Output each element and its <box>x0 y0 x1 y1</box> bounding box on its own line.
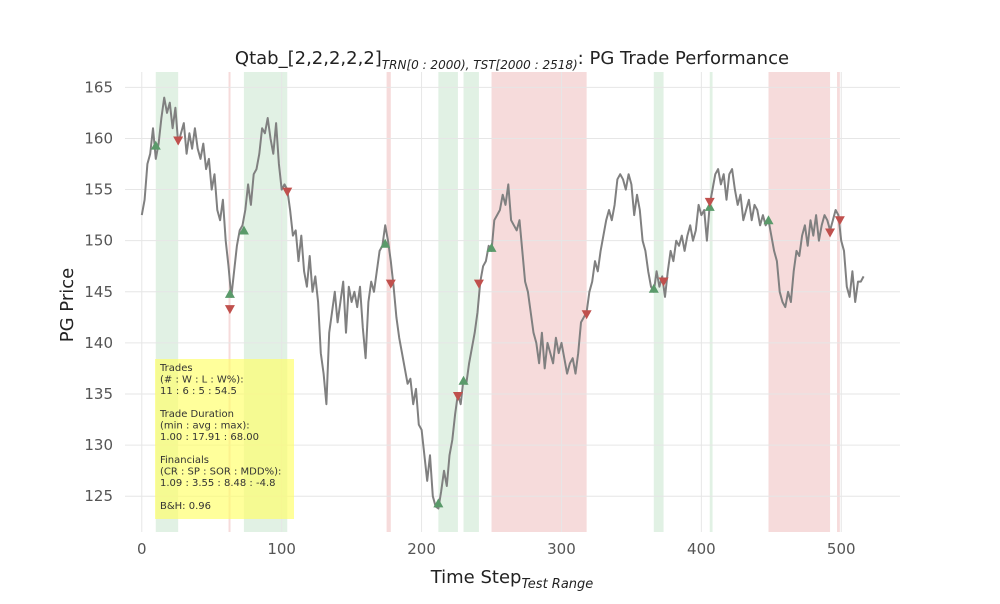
y-tick-label-160: 160 <box>84 129 113 147</box>
stats-line-0: Trades <box>159 363 193 374</box>
stats-line-9: (CR : SP : SOR : MDD%): <box>160 467 281 478</box>
buy-marker-6 <box>486 242 497 252</box>
loss-span-6 <box>491 72 587 532</box>
sell-marker-2 <box>282 187 293 197</box>
sell-marker-7 <box>658 277 669 287</box>
loss-span-1 <box>228 72 231 532</box>
x-tick-label-500: 500 <box>827 540 856 558</box>
x-tick-label-100: 100 <box>267 540 296 558</box>
x-axis-title: Time StepTest Range <box>430 567 594 592</box>
x-tick-label-200: 200 <box>407 540 436 558</box>
stats-box <box>155 359 294 519</box>
x-tick-label-0: 0 <box>137 540 147 558</box>
y-tick-label-145: 145 <box>84 283 113 301</box>
buy-marker-2 <box>238 225 249 235</box>
stats-line-4: Trade Duration <box>159 409 234 420</box>
win-span-7 <box>653 72 664 532</box>
sell-marker-6 <box>581 310 592 320</box>
stats-text: Trades (# : W : L : W%): 11 : 6 : 5 : 54.5… <box>159 363 281 512</box>
chart-title: Qtab_[2,2,2,2,2]TRN[0 : 2000), TST[2000 … <box>235 48 789 72</box>
sell-marker-5 <box>473 279 484 289</box>
price-line-0 <box>140 96 865 510</box>
win-span-4 <box>438 72 458 532</box>
loss-span-3 <box>386 72 391 532</box>
x-tick-label-300: 300 <box>547 540 576 558</box>
buy-marker-0 <box>150 140 161 150</box>
buy-marker-3 <box>380 238 391 248</box>
buy-marker-7 <box>648 283 659 293</box>
price-series <box>140 96 865 510</box>
sell-marker-9 <box>825 228 836 238</box>
y-tick-label-135: 135 <box>84 385 113 403</box>
chart-title-suffix: : PG Trade Performance <box>578 48 789 69</box>
y-tick-label-165: 165 <box>84 78 113 96</box>
tick-labels: 0 100 200 300 400 500 125 130 135 140 145 150 155 160… <box>84 78 855 558</box>
y-tick-label-150: 150 <box>84 232 113 250</box>
y-tick-label-125: 125 <box>84 487 113 505</box>
buy-marker-1 <box>224 288 235 298</box>
x-axis-title-main: Time Step <box>430 567 522 588</box>
y-tick-label-130: 130 <box>84 436 113 454</box>
sell-marker-8 <box>704 197 715 207</box>
trade-markers <box>150 136 845 508</box>
y-axis-title: PG Price <box>57 268 78 342</box>
y-tick-label-140: 140 <box>84 334 113 352</box>
stats-line-2: 11 : 6 : 5 : 54.5 <box>160 386 237 397</box>
y-tick-label-155: 155 <box>84 181 113 199</box>
stats-line-10: 1.09 : 3.55 : 8.48 : -4.8 <box>160 478 276 489</box>
stats-line-8: Financials <box>160 455 209 466</box>
loss-span-9 <box>768 72 831 532</box>
sell-marker-1 <box>224 305 235 315</box>
stats-line-1: (# : W : L : W%): <box>160 375 244 386</box>
chart-title-main: Qtab_[2,2,2,2,2] <box>235 48 382 69</box>
loss-span-10 <box>837 72 840 532</box>
sell-marker-3 <box>385 279 396 289</box>
sell-marker-4 <box>452 392 463 402</box>
sell-marker-10 <box>834 216 845 226</box>
buy-marker-5 <box>458 375 469 385</box>
stats-line-5: (min : avg : max): <box>160 421 250 432</box>
x-tick-label-400: 400 <box>687 540 716 558</box>
sell-marker-0 <box>173 136 184 146</box>
stats-line-12: B&H: 0.96 <box>160 501 211 512</box>
stats-line-6: 1.00 : 17.91 : 68.00 <box>160 432 259 443</box>
buy-marker-4 <box>433 498 444 508</box>
grid-lines <box>125 72 900 532</box>
chart-title-subscript: TRN[0 : 2000), TST[2000 : 2518) <box>382 58 578 72</box>
buy-marker-9 <box>763 215 774 225</box>
win-span-5 <box>463 72 479 532</box>
win-span-8 <box>709 72 713 532</box>
trade-spans <box>155 72 840 532</box>
x-axis-title-subscript: Test Range <box>521 577 593 592</box>
